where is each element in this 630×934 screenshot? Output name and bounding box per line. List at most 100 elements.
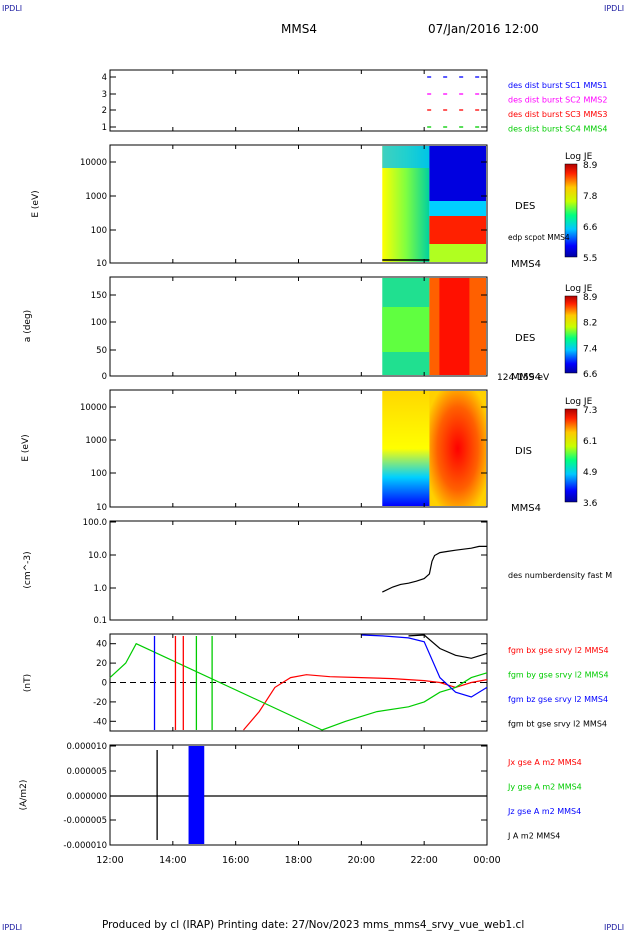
current-y-tick-label: 0.000010 bbox=[66, 742, 107, 752]
panel-spacecraft-label: MMS4 bbox=[511, 259, 541, 270]
current-legend-entry: Jy gse A m2 MMS4 bbox=[507, 783, 582, 792]
bfield-y-tick-label: 0 bbox=[102, 679, 107, 689]
bfield-line bbox=[408, 634, 488, 659]
dis-energy-heatmap bbox=[429, 391, 486, 506]
density-axis-title: (cm^-3) bbox=[23, 551, 33, 588]
des-energy-heatmap bbox=[429, 201, 486, 216]
des-energy-y-tick-label: 10000 bbox=[80, 158, 107, 168]
des-pitch-y-tick-label: 150 bbox=[91, 291, 107, 301]
corner-label-top-left: IPDLI bbox=[2, 4, 23, 13]
spacecraft-title: MMS4 bbox=[281, 22, 317, 36]
des-pitch-heatmap bbox=[382, 307, 430, 352]
current-legend-entry: J A m2 MMS4 bbox=[507, 832, 560, 841]
density-y-tick-label: 0.1 bbox=[93, 616, 107, 626]
colorbar-tick-label: 6.6 bbox=[583, 370, 598, 380]
bfield-legend-entry: fgm bz gse srvy l2 MMS4 bbox=[508, 695, 608, 704]
des-energy-y-tick-label: 1000 bbox=[85, 192, 107, 202]
availability-y-tick-label: 2 bbox=[102, 106, 107, 116]
colorbar-tick-label: 7.3 bbox=[583, 406, 597, 416]
colorbar-tick-label: 7.4 bbox=[583, 344, 598, 354]
colorbar-tick-label: 5.5 bbox=[583, 254, 597, 264]
corner-label-bottom-left: IPDLI bbox=[2, 923, 23, 932]
des-energy-y-tick-label: 100 bbox=[91, 226, 107, 236]
colorbar bbox=[564, 408, 578, 503]
colorbar-title: Log JE bbox=[565, 397, 593, 407]
bfield-y-tick-label: -20 bbox=[93, 698, 107, 708]
availability-y-tick-label: 3 bbox=[102, 90, 107, 100]
colorbar-title: Log JE bbox=[565, 152, 593, 162]
pitch-axis-title: a (deg) bbox=[23, 310, 33, 342]
des-pitch-y-tick-label: 100 bbox=[91, 318, 107, 328]
x-tick-label: 22:00 bbox=[410, 855, 437, 866]
des-pitch-heatmap bbox=[439, 278, 470, 375]
current-legend-entry: Jz gse A m2 MMS4 bbox=[507, 807, 581, 816]
panel-species-label: DES bbox=[515, 333, 535, 344]
bfield-legend-entry: fgm bx gse srvy l2 MMS4 bbox=[508, 646, 609, 655]
des-energy-heatmap bbox=[429, 244, 486, 262]
availability-y-tick-label: 1 bbox=[102, 123, 107, 133]
panel-species-label: DIS bbox=[515, 446, 532, 457]
colorbar-tick-label: 6.6 bbox=[583, 223, 598, 233]
des-energy-y-tick-label: 10 bbox=[96, 259, 107, 269]
x-tick-label: 18:00 bbox=[285, 855, 312, 866]
colorbar-title: Log JE bbox=[565, 284, 593, 294]
bfield-legend-entry: fgm by gse srvy l2 MMS4 bbox=[508, 671, 609, 680]
des-energy-heatmap bbox=[429, 146, 486, 201]
colorbar bbox=[564, 163, 578, 258]
availability-legend-entry: des dist burst SC2 MMS2 bbox=[508, 96, 607, 105]
density-y-tick-label: 100.0 bbox=[83, 518, 107, 528]
density-y-tick-label: 10.0 bbox=[88, 551, 107, 561]
pitch-energy-range-label: 124-159 eV bbox=[497, 373, 550, 383]
scpot-overlay-label: edp scpot MMS4 bbox=[508, 233, 570, 242]
dis-energy-y-tick-label: 10000 bbox=[80, 403, 107, 413]
colorbar-tick-label: 8.9 bbox=[583, 161, 598, 171]
datetime-title: 07/Jan/2016 12:00 bbox=[428, 22, 539, 36]
colorbar-tick-label: 7.8 bbox=[583, 192, 598, 202]
density-y-tick-label: 1.0 bbox=[93, 584, 107, 594]
current-legend-entry: Jx gse A m2 MMS4 bbox=[507, 758, 582, 767]
availability-legend-entry: des dist burst SC3 MMS3 bbox=[508, 110, 607, 119]
des-energy-heatmap bbox=[429, 216, 486, 244]
corner-label-top-right: IPDLI bbox=[604, 4, 625, 13]
colorbar bbox=[564, 295, 578, 374]
dis-energy-y-tick-label: 10 bbox=[96, 503, 107, 513]
density-legend-entry: des numberdensity fast M bbox=[508, 571, 612, 580]
bfield-axis-title: (nT) bbox=[23, 674, 33, 692]
current-y-tick-label: 0.000005 bbox=[66, 767, 107, 777]
dis-energy-axis-title: E (eV) bbox=[21, 434, 31, 461]
des-pitch-y-tick-label: 50 bbox=[96, 346, 107, 356]
current-burst bbox=[188, 746, 205, 844]
availability-legend-entry: des dist burst SC4 MMS4 bbox=[508, 125, 607, 134]
current-y-tick-label: -0.000005 bbox=[63, 816, 107, 826]
x-tick-label: 20:00 bbox=[348, 855, 375, 866]
colorbar-tick-label: 8.9 bbox=[583, 293, 598, 303]
availability-legend-entry: des dist burst SC1 MMS1 bbox=[508, 81, 607, 90]
bfield-y-tick-label: 40 bbox=[96, 640, 107, 650]
panel-frame bbox=[109, 69, 488, 132]
density-line bbox=[382, 545, 487, 593]
panel-spacecraft-label: MMS4 bbox=[511, 372, 541, 383]
dis-energy-y-tick-label: 1000 bbox=[85, 436, 107, 446]
bfield-y-tick-label: 20 bbox=[96, 659, 107, 669]
corner-label-bottom-right: IPDLI bbox=[604, 923, 625, 932]
bfield-y-tick-label: -40 bbox=[93, 717, 107, 727]
colorbar-tick-label: 6.1 bbox=[583, 437, 597, 447]
availability-y-tick-label: 4 bbox=[102, 73, 107, 83]
bfield-line bbox=[361, 634, 488, 698]
bfield-line bbox=[109, 642, 488, 731]
des-energy-heatmap bbox=[382, 146, 430, 168]
x-tick-label: 16:00 bbox=[222, 855, 249, 866]
colorbar-tick-label: 8.2 bbox=[583, 319, 597, 329]
bfield-legend-entry: fgm bt gse srvy l2 MMS4 bbox=[508, 720, 607, 729]
colorbar-tick-label: 4.9 bbox=[583, 468, 598, 478]
panel-spacecraft-label: MMS4 bbox=[511, 503, 541, 514]
des-energy-axis-title: E (eV) bbox=[31, 190, 41, 217]
x-tick-label: 12:00 bbox=[96, 855, 123, 866]
current-y-tick-label: 0.000000 bbox=[66, 792, 107, 802]
current-y-tick-label: -0.000010 bbox=[63, 841, 107, 851]
current-axis-title: (A/m2) bbox=[19, 780, 29, 811]
dis-energy-y-tick-label: 100 bbox=[91, 469, 107, 479]
des-pitch-y-tick-label: 0 bbox=[102, 372, 107, 382]
footer-text: Produced by cl (IRAP) Printing date: 27/… bbox=[102, 919, 525, 931]
